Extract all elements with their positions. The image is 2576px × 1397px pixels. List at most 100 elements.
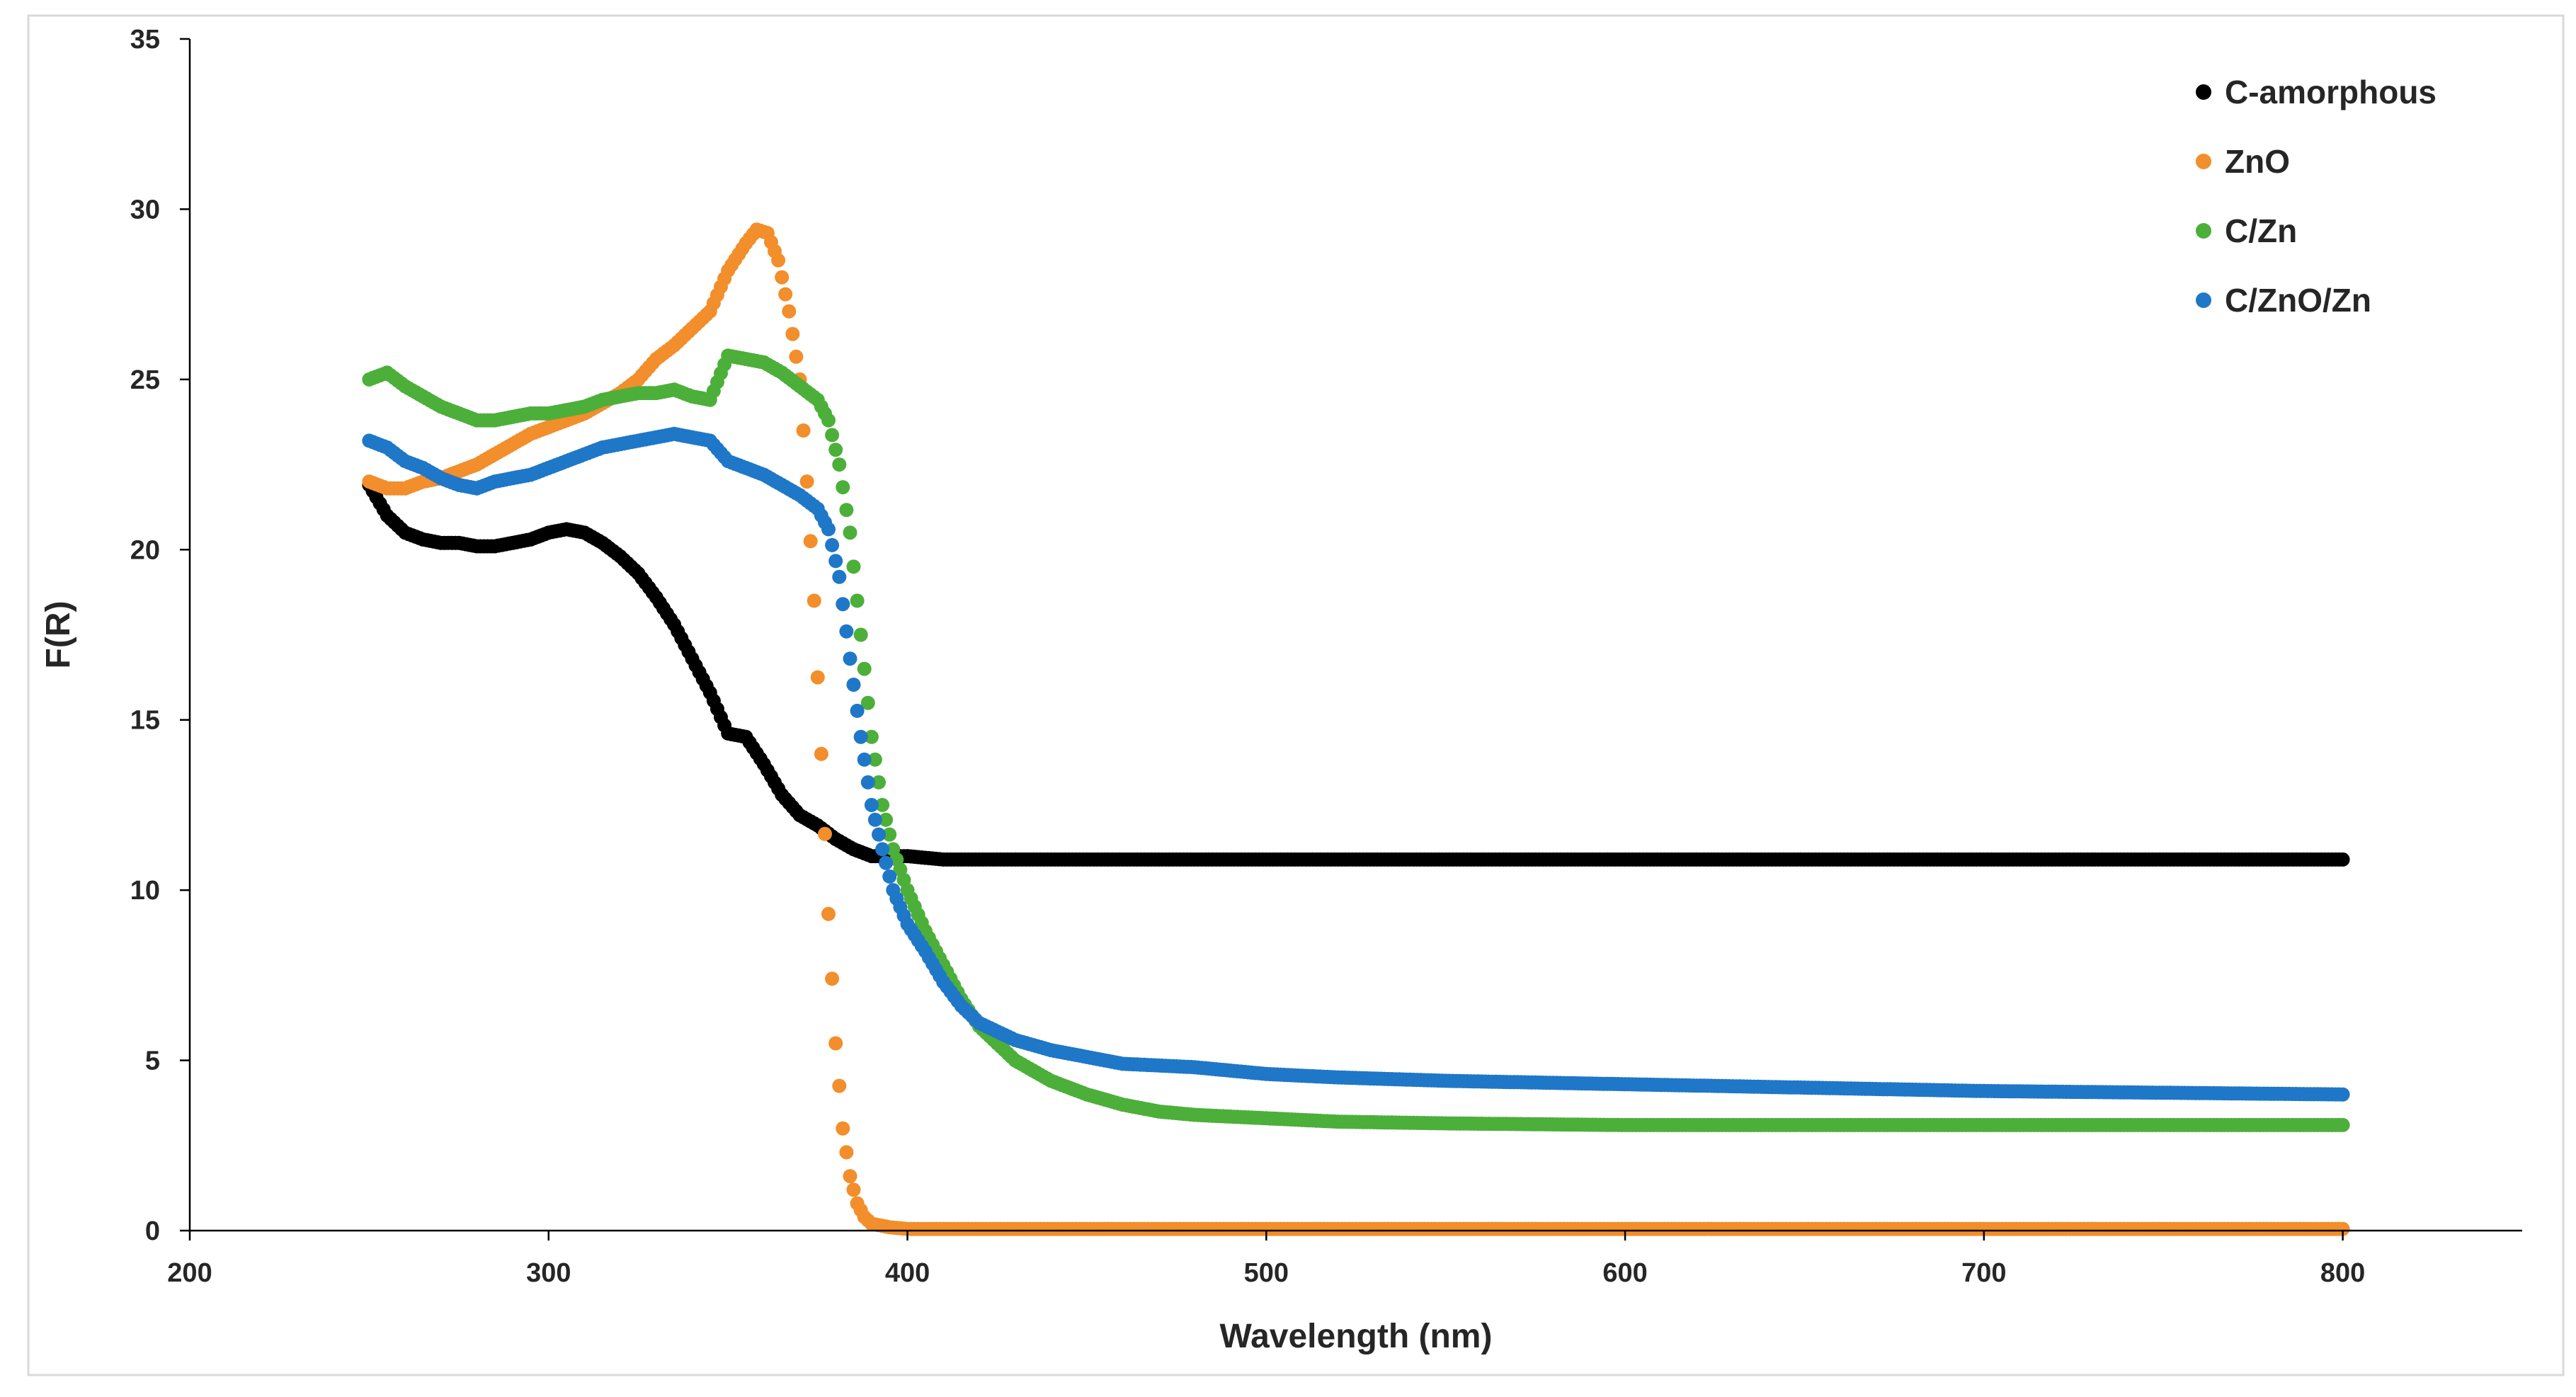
data-point <box>839 1145 854 1160</box>
data-point <box>778 287 793 302</box>
legend-label: C-amorphous <box>2225 74 2437 110</box>
x-axis-ticks: 200 300 400 500 600 700 800 <box>167 1231 2365 1288</box>
data-point <box>2335 1087 2350 1102</box>
y-tick-label: 10 <box>130 876 160 906</box>
data-point <box>843 651 857 666</box>
data-point <box>857 752 872 767</box>
data-point <box>879 812 894 827</box>
y-tick-label: 5 <box>145 1047 160 1076</box>
data-point <box>882 827 897 842</box>
data-point <box>810 670 825 685</box>
data-point <box>843 1169 857 1184</box>
data-point <box>853 729 868 744</box>
data-point <box>857 661 872 676</box>
data-point <box>864 729 879 744</box>
data-point <box>832 1078 847 1093</box>
data-point <box>2335 852 2350 867</box>
x-axis-title: Wavelength (nm) <box>1220 1318 1493 1355</box>
data-point <box>775 270 790 285</box>
data-point <box>836 480 850 495</box>
legend-item: ZnO <box>2196 143 2290 180</box>
x-tick-label: 300 <box>526 1258 571 1288</box>
data-point <box>771 253 786 268</box>
data-point <box>846 1182 861 1197</box>
x-tick-label: 200 <box>167 1258 212 1288</box>
data-point <box>799 474 814 489</box>
series-c-zn <box>362 348 2350 1132</box>
data-point <box>867 752 882 767</box>
data-point <box>785 326 800 341</box>
data-point <box>825 971 840 986</box>
data-point <box>825 428 840 443</box>
data-point <box>853 627 868 642</box>
series-c-zno-zn <box>362 426 2350 1102</box>
data-point <box>825 537 840 552</box>
legend-item: C-amorphous <box>2196 74 2437 110</box>
data-point <box>828 554 843 569</box>
chart-border <box>27 14 2565 1376</box>
data-point <box>836 1121 850 1136</box>
series-c-amorphous <box>362 477 2350 867</box>
legend-marker <box>2196 292 2211 308</box>
data-point <box>850 593 865 608</box>
x-tick-label: 700 <box>1961 1258 2006 1288</box>
data-point <box>836 597 850 612</box>
data-point <box>882 869 897 884</box>
legend-label: ZnO <box>2225 143 2290 180</box>
legend-item: C/ZnO/Zn <box>2196 282 2371 319</box>
data-point <box>2335 1221 2350 1236</box>
data-point <box>875 797 890 812</box>
data-point <box>796 423 811 438</box>
data-point <box>850 703 865 718</box>
y-tick-label: 20 <box>130 535 160 565</box>
data-point <box>828 1036 843 1051</box>
data-point <box>832 569 847 584</box>
data-point <box>803 534 818 549</box>
data-point <box>821 522 836 537</box>
legend-marker <box>2196 223 2211 239</box>
data-point <box>872 827 886 842</box>
data-point <box>807 593 821 608</box>
y-axis-title: F(R) <box>40 601 77 669</box>
data-point <box>846 559 861 574</box>
data-point <box>839 624 854 639</box>
data-point <box>2335 1117 2350 1132</box>
data-point <box>846 678 861 692</box>
x-tick-label: 800 <box>2320 1258 2365 1288</box>
y-tick-label: 25 <box>130 365 160 395</box>
data-point <box>818 826 832 841</box>
data-point <box>828 443 843 457</box>
data-point <box>843 525 857 540</box>
x-tick-label: 400 <box>885 1258 930 1288</box>
data-point <box>864 797 879 812</box>
data-point <box>782 304 797 319</box>
data-point <box>839 503 854 518</box>
y-tick-label: 35 <box>130 25 160 55</box>
data-point <box>821 413 836 428</box>
data-point <box>875 842 890 857</box>
data-point <box>814 746 828 761</box>
data-point <box>832 457 847 472</box>
legend-label: C/Zn <box>2225 212 2297 249</box>
legend-marker <box>2196 154 2211 169</box>
data-point <box>821 906 836 921</box>
data-point <box>879 855 894 870</box>
legend-label: C/ZnO/Zn <box>2225 282 2371 319</box>
legend: C-amorphous ZnO C/Zn C/ZnO/Zn <box>2196 74 2437 319</box>
x-tick-label: 500 <box>1244 1258 1289 1288</box>
x-tick-label: 600 <box>1602 1258 1647 1288</box>
data-point <box>867 812 882 827</box>
y-axis-ticks: 0 5 10 15 20 25 30 35 <box>130 25 190 1246</box>
y-tick-label: 30 <box>130 195 160 224</box>
y-tick-label: 0 <box>145 1216 160 1246</box>
legend-item: C/Zn <box>2196 212 2297 249</box>
series-zno <box>362 222 2350 1236</box>
series-layer <box>362 222 2350 1236</box>
data-point <box>860 695 875 710</box>
data-point <box>872 775 886 789</box>
data-point <box>789 349 804 364</box>
legend-marker <box>2196 84 2211 100</box>
